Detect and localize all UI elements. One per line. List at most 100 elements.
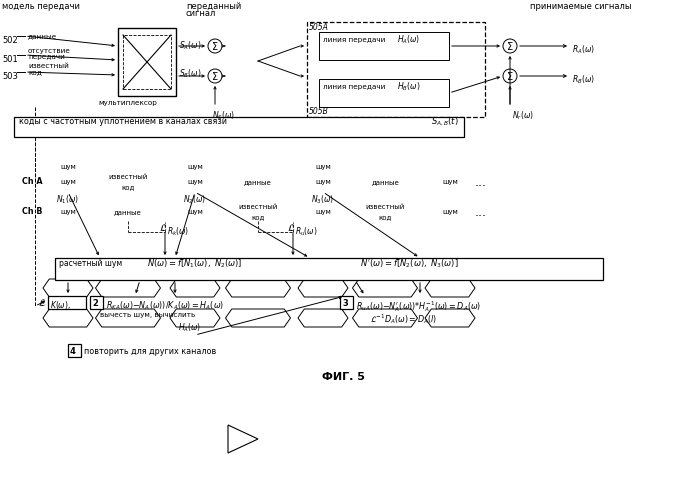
Text: 505B: 505B <box>309 107 329 116</box>
Text: код: код <box>251 214 265 220</box>
Text: ФИГ. 5: ФИГ. 5 <box>322 372 364 382</box>
Text: шум: шум <box>442 179 458 185</box>
Text: $N_r(\omega)$: $N_r(\omega)$ <box>512 110 534 122</box>
Bar <box>90 296 103 309</box>
Bar <box>118 28 176 96</box>
Text: мультиплексор: мультиплексор <box>99 100 158 106</box>
Text: модель передачи: модель передачи <box>2 2 80 11</box>
Text: шум: шум <box>187 164 203 170</box>
Polygon shape <box>228 425 258 453</box>
Polygon shape <box>43 309 93 327</box>
Polygon shape <box>170 279 220 297</box>
Text: $\Sigma$: $\Sigma$ <box>506 40 514 52</box>
Text: шум: шум <box>315 179 331 185</box>
Text: данные: данные <box>244 179 272 185</box>
Text: шум: шум <box>187 209 203 215</box>
Polygon shape <box>95 309 161 327</box>
Text: шум: шум <box>187 179 203 185</box>
Polygon shape <box>353 279 418 297</box>
Text: сигнал: сигнал <box>186 9 216 18</box>
Polygon shape <box>43 279 93 297</box>
Text: 3: 3 <box>342 299 348 308</box>
Text: 502: 502 <box>2 36 18 45</box>
Text: $N_S(\omega)$: $N_S(\omega)$ <box>212 110 235 122</box>
Circle shape <box>208 69 222 83</box>
Text: 501: 501 <box>2 55 18 64</box>
Bar <box>123 35 171 89</box>
Text: линия передачи: линия передачи <box>323 37 386 43</box>
Text: шум: шум <box>60 179 76 185</box>
Text: известный: известный <box>108 174 147 180</box>
Text: 4: 4 <box>70 347 76 356</box>
Text: расчетный шум: расчетный шум <box>59 260 122 268</box>
Text: $N(\omega)=f[N_1(\omega),\ N_2(\omega)]$: $N(\omega)=f[N_1(\omega),\ N_2(\omega)]$ <box>147 258 242 270</box>
Text: $S_B(\omega)$: $S_B(\omega)$ <box>179 68 202 80</box>
Text: шум: шум <box>60 164 76 170</box>
Text: $H_A(\omega)$: $H_A(\omega)$ <box>178 322 201 334</box>
Text: 505A: 505A <box>309 23 329 32</box>
Text: коды с частотным уплотнением в каналах связи: коды с частотным уплотнением в каналах с… <box>19 118 227 126</box>
Text: $N_3(\omega)$: $N_3(\omega)$ <box>311 194 335 206</box>
Text: данные: данные <box>28 33 57 39</box>
Text: $\Sigma$: $\Sigma$ <box>211 40 219 52</box>
Bar <box>48 296 86 309</box>
Text: $R_{KA}(\omega){-}N_A(\omega))/K_A(\omega){=}H_A(\omega)$: $R_{KA}(\omega){-}N_A(\omega))/K_A(\omeg… <box>106 299 224 312</box>
Text: Ch A: Ch A <box>22 176 43 186</box>
Polygon shape <box>298 309 348 327</box>
Polygon shape <box>226 279 290 297</box>
Polygon shape <box>353 309 418 327</box>
Text: $\mathcal{L}$: $\mathcal{L}$ <box>38 297 47 308</box>
Text: $R_u(\omega)$: $R_u(\omega)$ <box>295 226 318 238</box>
Text: отсутствие: отсутствие <box>28 48 71 54</box>
Text: повторить для других каналов: повторить для других каналов <box>84 347 216 356</box>
Text: 503: 503 <box>2 72 18 81</box>
Text: $N_2(\omega)$: $N_2(\omega)$ <box>183 194 206 206</box>
Text: известный: известный <box>28 63 69 69</box>
Text: данные: данные <box>371 179 399 185</box>
Text: данные: данные <box>114 209 142 215</box>
Text: $\Sigma$: $\Sigma$ <box>211 70 219 82</box>
Polygon shape <box>425 279 475 297</box>
Circle shape <box>208 39 222 53</box>
Text: $H_A(\omega)$: $H_A(\omega)$ <box>397 34 421 46</box>
Bar <box>319 79 449 107</box>
Text: $\mathcal{L}$: $\mathcal{L}$ <box>287 222 296 233</box>
Text: $\mathcal{L}^{-1}D_A(\omega){=}D_A(l)$: $\mathcal{L}^{-1}D_A(\omega){=}D_A(l)$ <box>370 312 437 326</box>
Text: код: код <box>379 214 392 220</box>
Text: $\mathcal{L}$: $\mathcal{L}$ <box>159 222 167 233</box>
Text: $R_A(\omega)$: $R_A(\omega)$ <box>572 43 595 56</box>
Polygon shape <box>425 309 475 327</box>
Text: $K(\omega),$: $K(\omega),$ <box>50 299 71 311</box>
Polygon shape <box>226 309 290 327</box>
Text: $\Sigma$: $\Sigma$ <box>506 70 514 82</box>
Text: передачи: передачи <box>28 54 65 60</box>
Text: шум: шум <box>315 209 331 215</box>
Circle shape <box>503 69 517 83</box>
Text: $R_B(\omega)$: $R_B(\omega)$ <box>572 73 595 86</box>
Text: шум: шум <box>60 209 76 215</box>
Text: вычесть шум, вычислить: вычесть шум, вычислить <box>100 312 196 318</box>
Bar <box>55 258 603 280</box>
Bar <box>319 32 449 60</box>
Text: $R_k(\omega)$: $R_k(\omega)$ <box>167 226 189 238</box>
Text: ...: ... <box>475 176 487 188</box>
Text: принимаемые сигналы: принимаемые сигналы <box>530 2 632 11</box>
Bar <box>14 117 464 137</box>
Text: $S_{A,B}(t)$: $S_{A,B}(t)$ <box>431 116 459 128</box>
Text: код: код <box>121 184 134 190</box>
Polygon shape <box>170 309 220 327</box>
Text: известный: известный <box>238 204 278 210</box>
Text: линия передачи: линия передачи <box>323 84 386 90</box>
Text: шум: шум <box>442 209 458 215</box>
Text: $H_B(\omega)$: $H_B(\omega)$ <box>397 80 421 93</box>
Text: $R_{uA}(\omega){-}N_A'(\omega)){*}H_A^{-1}(\omega){=}D_A(\omega)$: $R_{uA}(\omega){-}N_A'(\omega)){*}H_A^{-… <box>356 299 482 314</box>
Text: известный: известный <box>366 204 405 210</box>
Text: переданный: переданный <box>186 2 241 11</box>
Polygon shape <box>95 279 161 297</box>
Text: код: код <box>28 69 42 75</box>
Text: 2: 2 <box>92 299 98 308</box>
Text: $N_1(\omega)$: $N_1(\omega)$ <box>56 194 80 206</box>
Bar <box>68 344 81 357</box>
Polygon shape <box>298 279 348 297</box>
Text: шум: шум <box>315 164 331 170</box>
